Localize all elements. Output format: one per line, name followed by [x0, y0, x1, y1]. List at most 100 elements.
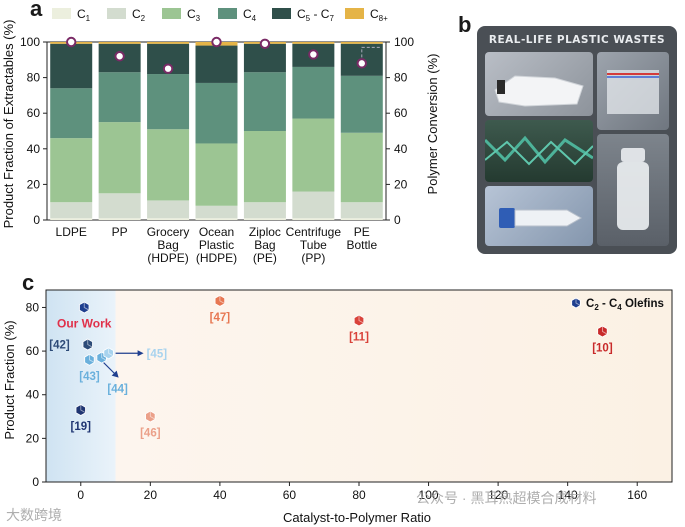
- bar-segment-c1: [243, 218, 286, 220]
- bar-segment-c4: [195, 82, 238, 144]
- stacked-bar-chart: C1 C2 C3 C4 C5 - C7 C8+ Product Fraction of E…: [1, 7, 440, 265]
- bar-segment-c5-c7: [50, 43, 93, 89]
- bar-segment-c2: [147, 200, 190, 219]
- legend-label-5: C8+: [370, 7, 388, 23]
- bottle-photo: [597, 134, 669, 246]
- x-category-label: Plastic: [199, 238, 234, 252]
- x-category-label: (PP): [301, 251, 325, 265]
- bar-segment-c8+: [98, 42, 141, 44]
- watermark-right: 公众号 · 黑耳热超模合成材料: [416, 490, 597, 506]
- x-tick-label: 140: [558, 488, 578, 502]
- chart-a-legend: C1 C2 C3 C4 C5 - C7 C8+: [52, 7, 388, 23]
- x-tick-label: 40: [213, 488, 227, 502]
- panel-label-b: b: [458, 12, 472, 37]
- x-category-label: (HDPE): [196, 251, 237, 265]
- legend-swatch-5: [345, 8, 364, 19]
- data-point-1-facet: [87, 339, 93, 348]
- bar-segment-c2: [340, 202, 383, 219]
- low-ratio-region: [46, 290, 116, 482]
- y-tick-label: 0: [33, 213, 40, 227]
- data-point-2-facet: [89, 354, 95, 363]
- x-tick-label: 60: [283, 488, 297, 502]
- scatter-legend-label: C2 - C4 Olefins: [586, 298, 664, 312]
- data-point-label-45: [45]: [147, 348, 168, 360]
- legend-label-2: C3: [187, 7, 201, 23]
- data-point-label: [42]: [49, 340, 70, 352]
- bar-segment-c1: [195, 218, 238, 220]
- x-tick-label: 20: [144, 488, 158, 502]
- bar-segment-c8+: [147, 42, 190, 44]
- bar-segment-c3: [243, 131, 286, 203]
- y-tick-label: 40: [26, 388, 40, 402]
- y2-tick-label: 40: [394, 142, 408, 156]
- data-point-label-44: [44]: [107, 384, 128, 396]
- bar-segment-c3: [98, 122, 141, 194]
- bar-segment-c4: [98, 72, 141, 123]
- y-tick-label: 100: [20, 35, 40, 49]
- x-tick-label: 120: [488, 488, 508, 502]
- x-category-label: Tube: [300, 238, 327, 252]
- bar-segment-c4: [147, 74, 190, 130]
- x-category-label: Grocery: [147, 225, 190, 239]
- x-category-label: Ziploc: [249, 225, 281, 239]
- bar-segment-c2: [195, 205, 238, 219]
- legend-label-1: C2: [132, 7, 146, 23]
- y-tick-label: 60: [26, 344, 40, 358]
- pe-bottle-icon: [617, 148, 649, 230]
- chart-c-ylabel: Product Fraction (%): [2, 320, 17, 439]
- x-tick-label: 80: [352, 488, 366, 502]
- conversion-marker: [356, 58, 367, 69]
- x-tick-label: 0: [77, 488, 84, 502]
- x-category-label: Centrifuge: [286, 225, 342, 239]
- y2-tick-label: 80: [394, 71, 408, 85]
- bar-segment-c3: [50, 138, 93, 203]
- data-point-label: [10]: [592, 342, 613, 354]
- legend-hex-icon-facet: [575, 298, 581, 306]
- bar-segment-c1: [340, 218, 383, 220]
- bar-segment-c1: [292, 218, 335, 220]
- data-point-label: [47]: [210, 312, 231, 324]
- bar-segment-c1: [50, 218, 93, 220]
- bar-segment-c8+: [292, 42, 335, 44]
- conversion-marker: [114, 51, 125, 62]
- arrow-44-line: [103, 362, 117, 376]
- legend-swatch-3: [218, 8, 237, 19]
- bar-segment-c3: [292, 118, 335, 192]
- bar-segment-c4: [292, 66, 335, 119]
- bar-segment-c4: [50, 88, 93, 139]
- conversion-marker: [211, 36, 222, 48]
- data-point-9-facet: [601, 326, 608, 335]
- data-point-label: [19]: [71, 421, 92, 433]
- x-category-label: Bag: [254, 238, 275, 252]
- y2-tick-label: 0: [394, 213, 401, 227]
- conversion-pointer: [361, 46, 380, 58]
- grocery-bag-icon: [494, 75, 584, 107]
- conversion-marker: [259, 38, 271, 49]
- scatter-chart: Product Fraction (%) Catalyst-to-Polymer…: [2, 289, 673, 525]
- conversion-marker: [66, 36, 77, 48]
- plastic-waste-photo-card: REAL-LIFE PLASTIC WASTES: [477, 26, 677, 254]
- watermark-left: 大数跨境: [6, 507, 62, 523]
- high-ratio-region: [115, 290, 673, 482]
- data-point-3-facet: [101, 352, 107, 361]
- centrifuge-tube-photo: [485, 186, 593, 246]
- y-tick-label: 20: [26, 431, 40, 445]
- arrow-45-head: [137, 350, 144, 357]
- ocean-plastic-icon: [485, 135, 593, 166]
- bar-segment-c4: [340, 75, 383, 133]
- ziploc-bag-icon: [607, 70, 659, 114]
- x-category-label: (PE): [253, 251, 277, 265]
- x-category-label: Ocean: [199, 225, 234, 239]
- y2-tick-label: 60: [394, 106, 408, 120]
- ocean-plastic-photo: [485, 120, 593, 182]
- panel-label-a: a: [30, 0, 43, 21]
- x-category-label: PP: [112, 225, 128, 239]
- legend-label-0: C1: [77, 7, 91, 23]
- data-point-7-facet: [219, 295, 225, 304]
- legend-label-4: C5 - C7: [297, 7, 334, 23]
- bar-segment-c5-c7: [195, 45, 238, 83]
- y-tick-label: 60: [27, 106, 41, 120]
- bar-segment-c2: [50, 202, 93, 219]
- y-tick-label: 0: [32, 475, 39, 489]
- y2-tick-label: 100: [394, 35, 414, 49]
